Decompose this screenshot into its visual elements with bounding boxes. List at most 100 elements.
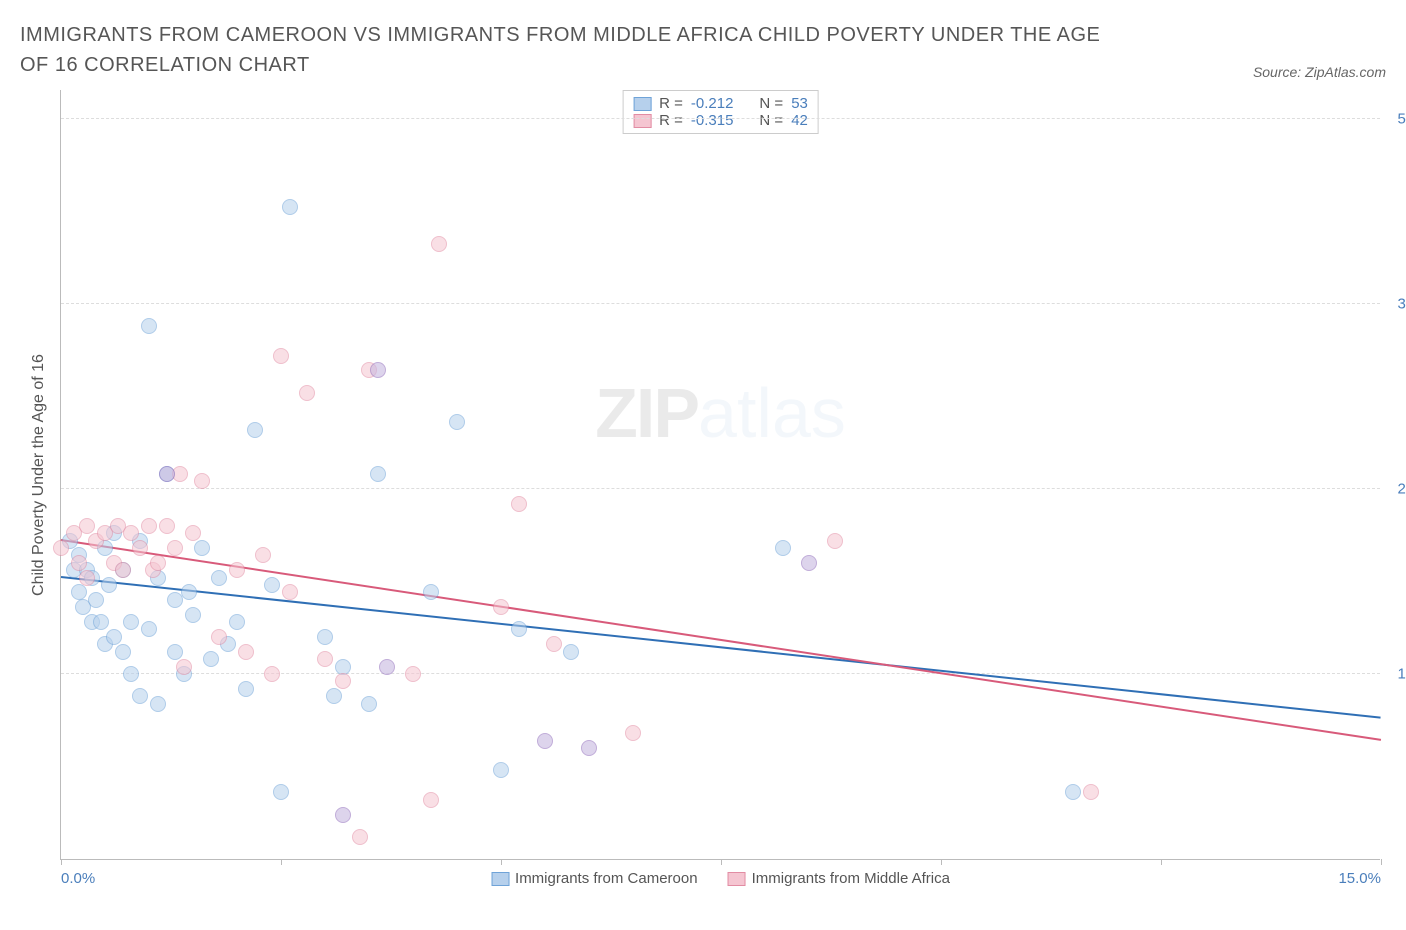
x-tick xyxy=(1161,859,1162,865)
trend-line-middle_africa xyxy=(61,539,1381,741)
point-cameroon xyxy=(282,199,298,215)
point-cameroon xyxy=(326,688,342,704)
point-middle_africa xyxy=(194,473,210,489)
y-axis-label: Child Poverty Under the Age of 16 xyxy=(30,354,48,596)
r-label: R = xyxy=(659,95,683,112)
gridline xyxy=(61,488,1380,489)
stats-legend-box: R = -0.212 N = 53R = -0.315 N = 42 xyxy=(622,90,819,134)
x-tick-label: 0.0% xyxy=(61,870,95,887)
legend-item-middle_africa: Immigrants from Middle Africa xyxy=(728,870,950,887)
legend-item-cameroon: Immigrants from Cameroon xyxy=(491,870,698,887)
point-cameroon xyxy=(194,540,210,556)
point-middle_africa xyxy=(176,659,192,675)
gridline xyxy=(61,118,1380,119)
point-middle_africa xyxy=(335,673,351,689)
r-value-middle_africa: -0.315 xyxy=(691,112,734,129)
point-cameroon xyxy=(88,592,104,608)
source-attribution: Source: ZipAtlas.com xyxy=(1253,64,1386,80)
legend-label-middle_africa: Immigrants from Middle Africa xyxy=(752,870,950,887)
point-cameroon xyxy=(167,644,183,660)
y-tick-label: 50.0% xyxy=(1397,110,1406,127)
point-cameroon xyxy=(449,414,465,430)
point-middle_africa xyxy=(238,644,254,660)
point-middle_africa xyxy=(159,518,175,534)
point-cameroon xyxy=(317,629,333,645)
point-cameroon xyxy=(203,651,219,667)
point-overlap xyxy=(581,740,597,756)
point-middle_africa xyxy=(255,547,271,563)
point-cameroon xyxy=(123,614,139,630)
point-cameroon xyxy=(247,422,263,438)
point-overlap xyxy=(159,466,175,482)
point-cameroon xyxy=(775,540,791,556)
point-middle_africa xyxy=(141,518,157,534)
x-tick xyxy=(721,859,722,865)
x-tick xyxy=(1381,859,1382,865)
point-cameroon xyxy=(93,614,109,630)
point-cameroon xyxy=(101,577,117,593)
y-tick-label: 25.0% xyxy=(1397,480,1406,497)
point-cameroon xyxy=(71,584,87,600)
point-middle_africa xyxy=(132,540,148,556)
watermark-atlas: atlas xyxy=(698,374,846,452)
point-cameroon xyxy=(335,659,351,675)
point-cameroon xyxy=(181,584,197,600)
x-tick xyxy=(501,859,502,865)
point-middle_africa xyxy=(299,385,315,401)
point-cameroon xyxy=(273,784,289,800)
bottom-legend: Immigrants from Cameroon Immigrants from … xyxy=(491,870,950,887)
point-middle_africa xyxy=(317,651,333,667)
point-middle_africa xyxy=(115,562,131,578)
point-cameroon xyxy=(370,466,386,482)
title-row: IMMIGRANTS FROM CAMEROON VS IMMIGRANTS F… xyxy=(20,20,1386,80)
watermark: ZIPatlas xyxy=(595,373,846,453)
point-cameroon xyxy=(361,696,377,712)
x-tick xyxy=(281,859,282,865)
point-middle_africa xyxy=(167,540,183,556)
trend-line-cameroon xyxy=(61,576,1381,719)
point-cameroon xyxy=(238,681,254,697)
r-label: R = xyxy=(659,112,683,129)
point-cameroon xyxy=(106,629,122,645)
point-middle_africa xyxy=(511,496,527,512)
point-middle_africa xyxy=(53,540,69,556)
point-middle_africa xyxy=(827,533,843,549)
swatch-middle_africa xyxy=(633,114,651,128)
point-middle_africa xyxy=(625,725,641,741)
watermark-zip: ZIP xyxy=(595,374,698,452)
n-value-cameroon: 53 xyxy=(791,95,808,112)
point-cameroon xyxy=(264,577,280,593)
point-cameroon xyxy=(132,688,148,704)
chart-title: IMMIGRANTS FROM CAMEROON VS IMMIGRANTS F… xyxy=(20,20,1120,80)
point-overlap xyxy=(335,807,351,823)
stats-row-cameroon: R = -0.212 N = 53 xyxy=(633,95,808,112)
plot-area: Child Poverty Under the Age of 16 ZIPatl… xyxy=(60,90,1380,860)
x-tick xyxy=(61,859,62,865)
y-tick-label: 12.5% xyxy=(1397,665,1406,682)
x-tick xyxy=(941,859,942,865)
point-middle_africa xyxy=(185,525,201,541)
point-overlap xyxy=(801,555,817,571)
point-middle_africa xyxy=(71,555,87,571)
r-value-cameroon: -0.212 xyxy=(691,95,734,112)
point-middle_africa xyxy=(431,236,447,252)
point-cameroon xyxy=(141,318,157,334)
point-middle_africa xyxy=(282,584,298,600)
point-middle_africa xyxy=(405,666,421,682)
n-value-middle_africa: 42 xyxy=(791,112,808,129)
point-cameroon xyxy=(1065,784,1081,800)
n-label: N = xyxy=(759,95,783,112)
point-middle_africa xyxy=(264,666,280,682)
point-cameroon xyxy=(141,621,157,637)
point-middle_africa xyxy=(79,518,95,534)
point-cameroon xyxy=(511,621,527,637)
point-middle_africa xyxy=(273,348,289,364)
point-cameroon xyxy=(185,607,201,623)
x-tick-label: 15.0% xyxy=(1338,870,1381,887)
swatch-cameroon xyxy=(633,97,651,111)
point-cameroon xyxy=(123,666,139,682)
point-middle_africa xyxy=(423,792,439,808)
point-middle_africa xyxy=(150,555,166,571)
point-middle_africa xyxy=(352,829,368,845)
point-middle_africa xyxy=(211,629,227,645)
